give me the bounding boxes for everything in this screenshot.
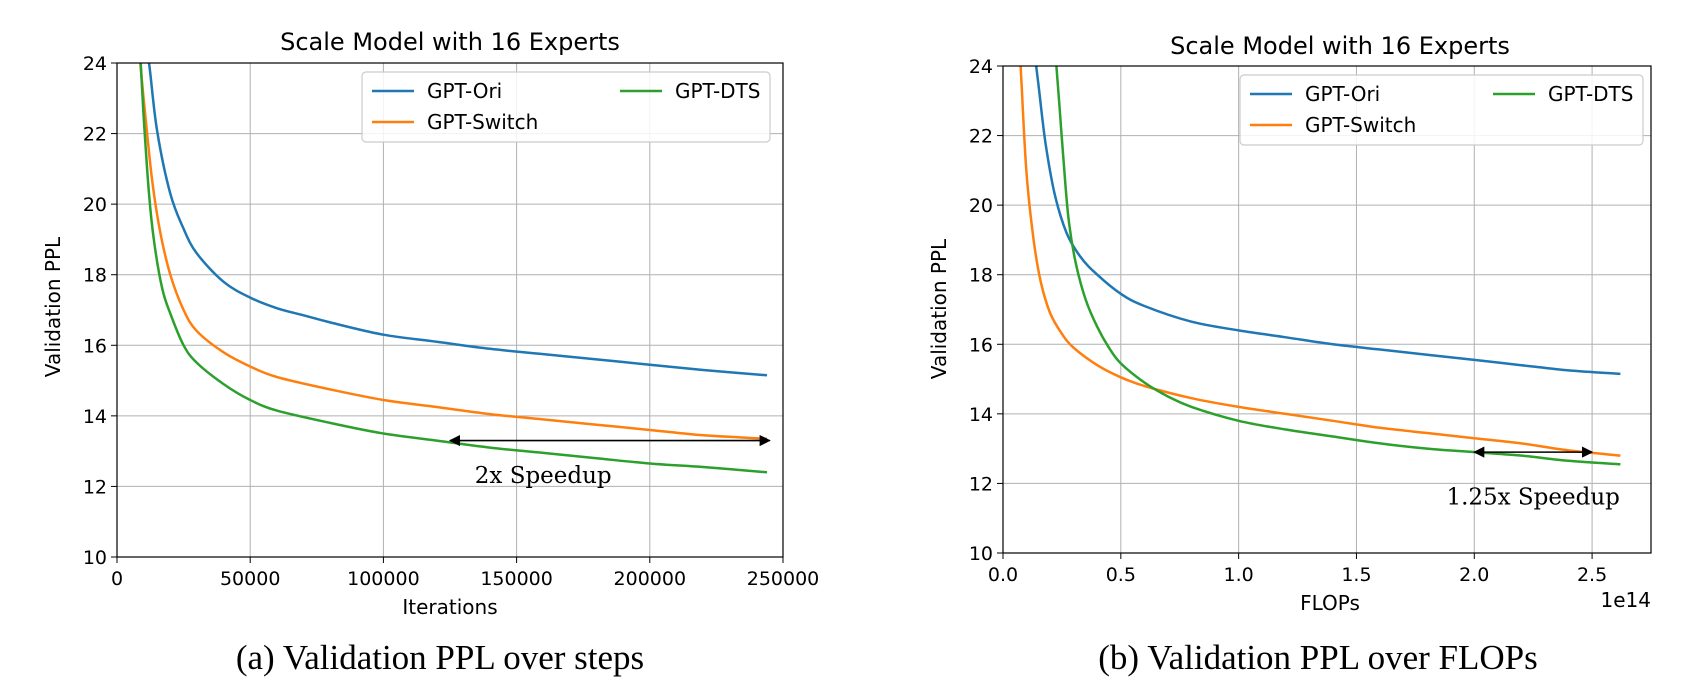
series-group [1019,66,1621,466]
y-axis-label: Validation PPL [41,236,65,377]
x-tick-labels: 0 50000 100000 150000 200000 250000 [111,557,819,590]
x-tick-label: 50000 [220,568,280,590]
y-tick-label: 20 [83,194,107,216]
plot-frame [116,62,784,558]
x-tick-labels: 0.0 0.5 1.0 1.5 2.0 2.5 [988,553,1607,586]
series-line-gpt-dts [1055,66,1621,466]
legend: GPT-Ori GPT-Switch GPT-DTS [1239,74,1644,146]
legend-box [1239,74,1644,146]
chart-title: Scale Model with 16 Experts [1170,32,1510,60]
speedup-label: 1.25x Speedup [1446,484,1619,510]
x-tick-label: 150000 [480,568,553,590]
x-tick-label: 0.0 [988,564,1018,586]
y-tick-label: 24 [969,56,993,78]
x-tick-label: 250000 [747,568,820,590]
y-tick-label: 20 [969,195,993,217]
caption-b: (b) Validation PPL over FLOPs [1098,638,1537,677]
chart-panel-right: Scale Model with 16 Experts 1.25x Speedu… [927,32,1652,677]
legend-label-gpt-dts: GPT-DTS [675,79,760,103]
y-tick-label: 18 [83,265,107,287]
x-axis-label: Iterations [402,595,497,619]
y-tick-label: 22 [969,126,993,148]
caption-a: (a) Validation PPL over steps [236,638,644,677]
y-tick-label: 14 [83,406,107,428]
legend-label-gpt-ori: GPT-Ori [1305,82,1380,106]
legend-label-gpt-ori: GPT-Ori [427,79,502,103]
y-tick-label: 12 [969,473,993,495]
annotation: 1.25x Speedup [1446,446,1620,510]
x-tick-label: 1.0 [1224,564,1254,586]
chart-title: Scale Model with 16 Experts [280,28,620,56]
x-tick-label: 1.5 [1341,564,1371,586]
series-line-gpt-dts [139,63,768,474]
x-tick-label: 100000 [347,568,420,590]
speedup-label: 2x Speedup [475,463,612,489]
plot-frame [1002,65,1652,554]
y-tick-label: 10 [969,543,993,565]
chart-panel-left: Scale Model with 16 Experts 2x Speedup 1… [41,28,819,677]
x-axis-offset-label: 1e14 [1601,588,1651,612]
y-tick-label: 14 [969,404,993,426]
series-line-gpt-switch [139,63,768,441]
legend-label-gpt-switch: GPT-Switch [427,110,538,134]
series-group [139,63,768,474]
x-tick-label: 2.5 [1577,564,1607,586]
y-tick-label: 10 [83,547,107,569]
series-line-gpt-switch [1019,66,1621,457]
legend-box [361,71,771,143]
x-tick-label: 2.0 [1459,564,1489,586]
y-tick-label: 22 [83,124,107,146]
x-axis-label: FLOPs [1300,591,1360,615]
y-tick-label: 12 [83,476,107,498]
legend: GPT-Ori GPT-Switch GPT-DTS [361,71,771,143]
y-tick-label: 24 [83,53,107,75]
y-tick-label: 16 [83,335,107,357]
x-tick-label: 200000 [614,568,687,590]
x-tick-label: 0.5 [1106,564,1136,586]
legend-label-gpt-dts: GPT-DTS [1548,82,1633,106]
annotation: 2x Speedup [448,434,771,489]
series-line-gpt-ori [147,63,768,377]
x-tick-label: 0 [111,568,123,590]
y-tick-labels: 10 12 14 16 18 20 22 24 [83,53,117,569]
legend-label-gpt-switch: GPT-Switch [1305,113,1416,137]
series-line-gpt-ori [1034,66,1621,376]
y-tick-label: 18 [969,265,993,287]
y-tick-labels: 10 12 14 16 18 20 22 24 [969,56,1003,565]
y-tick-label: 16 [969,334,993,356]
y-axis-label: Validation PPL [927,238,951,379]
